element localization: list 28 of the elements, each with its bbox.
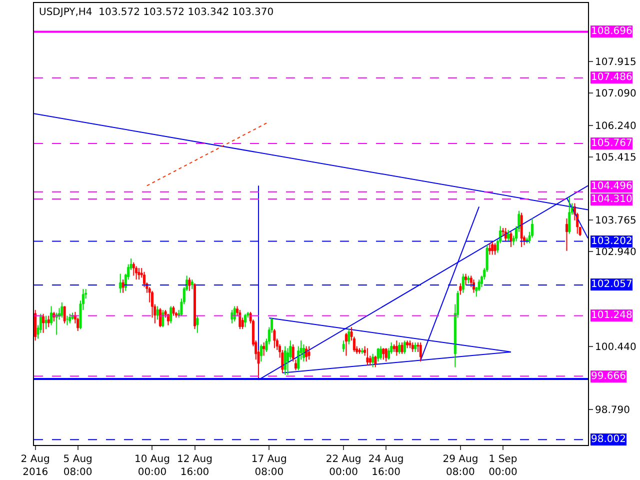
y-tick-label: 103.765 [595, 215, 636, 226]
y-tick-label: 107.915 [595, 57, 636, 68]
y-tick-label: 102.940 [595, 246, 636, 258]
ref-line-label: 101.248 [591, 310, 632, 321]
y-tick-label: 106.240 [595, 120, 636, 132]
x-tick-label: 29 Aug 08:00 [442, 454, 478, 478]
x-tick-label: 24 Aug 16:00 [368, 454, 404, 478]
y-tick-label: 105.415 [595, 152, 636, 164]
ref-line-label: 102.057 [591, 279, 632, 290]
ref-line-label: 104.496 [591, 181, 632, 192]
x-tick-label: 22 Aug 00:00 [326, 454, 362, 478]
ref-line-label: 104.310 [591, 194, 632, 205]
ref-line-label: 105.767 [591, 138, 632, 149]
x-tick-label: 1 Sep 00:00 [488, 454, 518, 478]
x-tick-label: 17 Aug 08:00 [251, 454, 287, 478]
ref-line-label: 107.486 [591, 72, 632, 83]
ref-line-label: 99.666 [591, 371, 626, 382]
x-tick-label: 12 Aug 16:00 [177, 454, 212, 478]
ref-line-label: 108.696 [591, 26, 632, 37]
x-tick-label: 10 Aug 00:00 [134, 454, 170, 478]
x-tick-label: 2 Aug 2016 [20, 454, 50, 478]
ref-line-label: 98.002 [591, 434, 626, 445]
chart-title: USDJPY,H4 103.572 103.572 103.342 103.370 [39, 7, 274, 18]
y-tick-label: 100.440 [595, 342, 636, 354]
ref-line-label: 103.202 [591, 236, 632, 247]
x-tick-label: 5 Aug 08:00 [63, 454, 92, 478]
y-tick-label: 107.090 [595, 88, 636, 100]
y-tick-label: 98.790 [595, 405, 630, 416]
